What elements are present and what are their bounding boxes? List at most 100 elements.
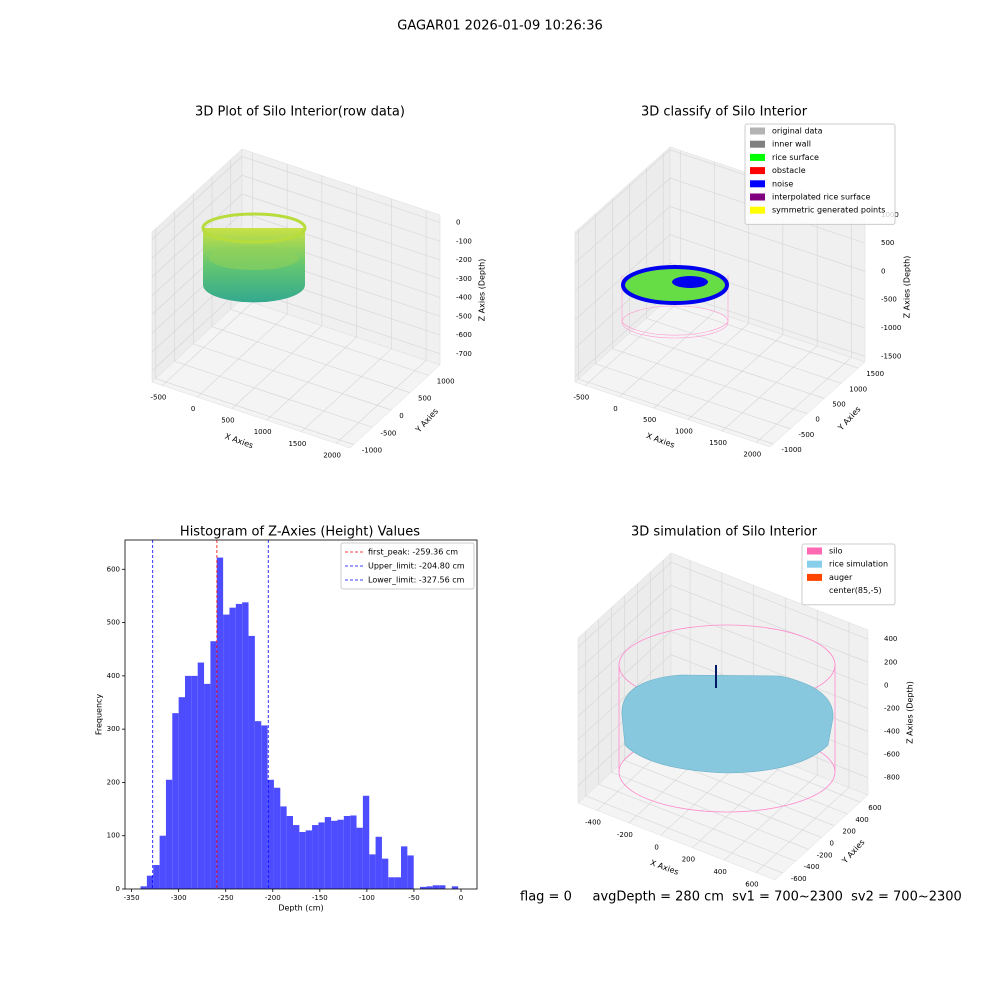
legend-swatch xyxy=(750,140,765,148)
legend-swatch xyxy=(807,547,822,555)
legend-label: rice simulation xyxy=(829,560,888,569)
bar xyxy=(286,816,293,889)
grid-line xyxy=(577,561,869,648)
bar xyxy=(153,865,160,889)
grid-line xyxy=(577,608,869,694)
legend-label: original data xyxy=(772,127,823,136)
legend-label: inner wall xyxy=(772,140,811,149)
bar xyxy=(401,846,408,889)
y-tick-label: 400 xyxy=(107,672,120,680)
bar xyxy=(248,635,255,889)
grid-line xyxy=(301,198,392,433)
y-tick-label: -1000 xyxy=(362,447,382,455)
z-tick-label: 0 xyxy=(456,219,460,227)
legend-swatch xyxy=(807,560,822,568)
x-tick-label: -250 xyxy=(218,894,234,902)
y-axis-label: Y Axies xyxy=(836,405,863,433)
pane xyxy=(574,296,866,448)
grid-line xyxy=(211,176,411,393)
bar xyxy=(210,641,217,889)
y-tick-label: 400 xyxy=(855,816,868,824)
bar xyxy=(451,886,459,889)
y-tick-label: -500 xyxy=(381,429,397,437)
z-tick-label: 0 xyxy=(881,267,885,275)
grid-line xyxy=(619,161,715,398)
grid-line xyxy=(335,210,427,444)
bar xyxy=(343,816,351,889)
x-tick-label: 1500 xyxy=(709,439,727,447)
y-tick-label: -1000 xyxy=(781,446,801,454)
x-tick-label: 1500 xyxy=(288,440,306,448)
y-tick-label: 600 xyxy=(868,804,881,812)
legend-label: rice surface xyxy=(772,153,819,162)
grid-line xyxy=(723,610,818,861)
bar xyxy=(375,836,382,889)
x-axis-label: X Axies xyxy=(645,431,676,450)
z-tick-label: -400 xyxy=(456,294,472,302)
bar xyxy=(140,886,147,889)
legend-swatch xyxy=(750,127,765,135)
y-tick-label: 0 xyxy=(116,885,120,893)
grid-line xyxy=(612,198,808,414)
x-tick-label: -500 xyxy=(573,393,589,401)
plot-frame xyxy=(124,539,478,890)
y-axis-label: Y Axies xyxy=(840,838,867,866)
grid-line xyxy=(266,187,357,421)
legend-swatch xyxy=(750,180,765,188)
grid-line xyxy=(196,164,288,398)
bar xyxy=(394,877,401,889)
z-axis-label: Z Axies (Depth) xyxy=(906,681,915,744)
z-tick-label: 500 xyxy=(881,239,894,247)
z-tick-label: -500 xyxy=(881,296,897,304)
x-tick-label: 600 xyxy=(745,881,758,889)
x-tick-label: -200 xyxy=(265,894,281,902)
bar xyxy=(369,854,376,889)
bar xyxy=(362,795,370,889)
y-tick-label: 0 xyxy=(815,416,819,424)
grid-line xyxy=(574,206,866,292)
x-axis-label: X Axies xyxy=(224,432,255,451)
legend-swatch xyxy=(807,587,822,595)
x-tick-label: 2000 xyxy=(323,451,341,459)
bar xyxy=(337,819,344,889)
legend-swatch xyxy=(807,573,822,581)
x-tick-label: 1000 xyxy=(254,428,272,436)
legend-box xyxy=(340,542,475,590)
bar xyxy=(280,806,287,889)
x-tick-label: -400 xyxy=(585,818,601,826)
grid-line xyxy=(755,622,850,873)
z-tick-label: -800 xyxy=(884,774,900,782)
chart-title: Histogram of Z-Axies (Height) Values xyxy=(180,525,420,540)
z-tick-label: 400 xyxy=(884,635,897,643)
bar xyxy=(223,614,230,889)
legend-swatch xyxy=(750,206,765,214)
footer-text: flag = 0 avgDepth = 280 cm sv1 = 700~230… xyxy=(520,890,962,905)
x-tick-label: -500 xyxy=(150,393,166,401)
grid-line xyxy=(628,183,825,399)
z-tick-label: -500 xyxy=(456,312,472,320)
bar xyxy=(299,831,306,889)
z-tick-label: -700 xyxy=(456,350,472,358)
chart-title: 3D classify of Silo Interior xyxy=(641,105,808,120)
legend-label: Upper_limit: -204.80 cm xyxy=(368,562,465,571)
legend-label: center(85,-5) xyxy=(829,586,882,595)
grid-line xyxy=(687,184,784,420)
x-tick-label: -100 xyxy=(359,894,375,902)
y-tick-label: 1000 xyxy=(849,385,867,393)
grid-line xyxy=(174,211,373,428)
bar xyxy=(235,603,243,889)
x-tick-label: -300 xyxy=(171,894,187,902)
bar xyxy=(420,886,427,889)
y-tick-label: 1500 xyxy=(866,370,884,378)
legend-label: interpolated rice surface xyxy=(772,193,870,202)
bar xyxy=(305,830,313,889)
legend-label: Lower_limit: -327.56 cm xyxy=(368,576,465,585)
z-tick-label: -300 xyxy=(456,275,472,283)
x-tick-label: 0 xyxy=(459,894,463,902)
legend-label: first_peak: -259.36 cm xyxy=(368,548,458,557)
bar xyxy=(159,835,166,889)
bar xyxy=(229,607,236,889)
z-tick-label: -600 xyxy=(884,751,900,759)
grid-line xyxy=(151,193,441,278)
bar xyxy=(293,825,300,889)
